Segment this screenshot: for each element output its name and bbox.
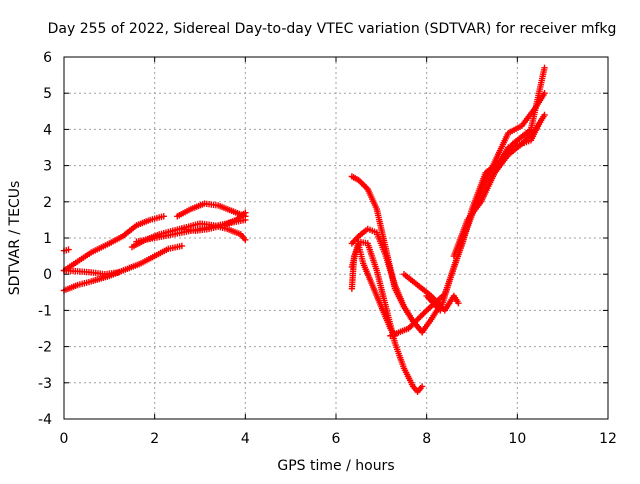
series-15	[400, 271, 462, 314]
x-tick-label: 2	[150, 431, 159, 447]
plot-frame	[63, 56, 609, 420]
data-point	[455, 299, 462, 307]
data-point	[536, 118, 544, 126]
data-point	[420, 310, 427, 317]
y-tick-label: 4	[43, 122, 52, 138]
series-16	[491, 118, 544, 177]
data-point	[65, 246, 72, 253]
y-tick-label: 1	[43, 231, 52, 247]
x-tick-label: 0	[60, 431, 69, 447]
series-0	[60, 246, 72, 254]
data-point	[115, 269, 122, 276]
series-1	[60, 213, 167, 274]
data-point	[541, 90, 548, 97]
series-12	[387, 64, 548, 339]
x-tick-label: 12	[599, 431, 617, 447]
data-point	[541, 111, 548, 119]
series-7	[178, 209, 249, 234]
y-tick-label: 6	[43, 50, 52, 66]
data-point	[242, 236, 249, 244]
y-tick-label: -2	[38, 340, 52, 356]
data-point	[541, 64, 548, 72]
data-point	[360, 181, 367, 188]
series-11	[348, 242, 399, 339]
y-axis-label: SDTVAR / TECUs	[7, 181, 23, 296]
data-marks	[60, 64, 548, 396]
data-point	[421, 308, 429, 316]
data-point	[178, 242, 186, 250]
x-tick-label: 6	[332, 431, 341, 447]
chart-title: Day 255 of 2022, Sidereal Day-to-day VTE…	[48, 21, 617, 37]
x-axis-label: GPS time / hours	[277, 458, 394, 474]
data-point	[242, 209, 249, 216]
data-point	[417, 313, 424, 320]
data-point	[361, 182, 368, 190]
y-tick-label: -4	[38, 412, 52, 428]
series-2	[60, 242, 186, 294]
data-point	[160, 213, 167, 220]
series-9	[348, 225, 444, 336]
y-tick-label: 0	[43, 267, 52, 283]
series-3	[60, 267, 122, 278]
data-point	[415, 314, 423, 322]
data-point	[418, 311, 426, 319]
y-tick-label: 2	[43, 195, 52, 211]
y-tick-label: 3	[43, 159, 52, 175]
x-tick-label: 10	[508, 431, 526, 447]
x-tick-label: 4	[241, 431, 250, 447]
grid	[64, 57, 608, 419]
x-tick-label: 8	[422, 431, 431, 447]
y-tick-label: -3	[38, 376, 52, 392]
y-tick-label: 5	[43, 86, 52, 102]
data-point	[418, 383, 426, 390]
y-tick-label: -1	[38, 303, 52, 319]
series-6	[174, 200, 249, 220]
data-point	[358, 179, 365, 187]
